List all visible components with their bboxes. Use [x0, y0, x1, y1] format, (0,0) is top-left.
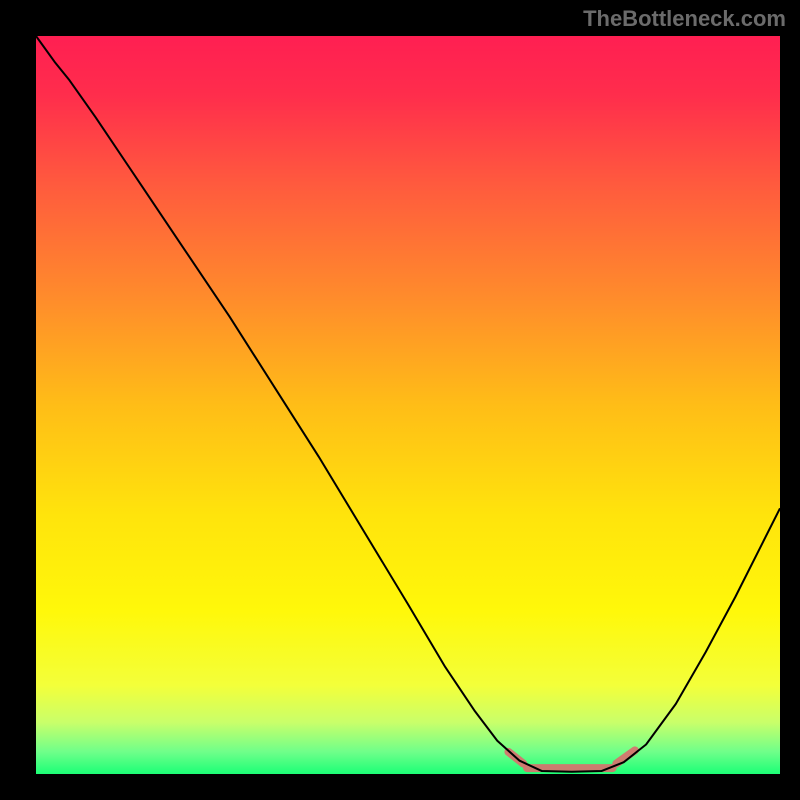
frame-border — [780, 0, 800, 800]
frame-border — [0, 774, 800, 800]
chart-container: TheBottleneck.com — [0, 0, 800, 800]
watermark-text: TheBottleneck.com — [583, 6, 786, 32]
bottleneck-chart — [0, 0, 800, 800]
frame-border — [0, 0, 36, 800]
plot-background — [36, 36, 780, 774]
